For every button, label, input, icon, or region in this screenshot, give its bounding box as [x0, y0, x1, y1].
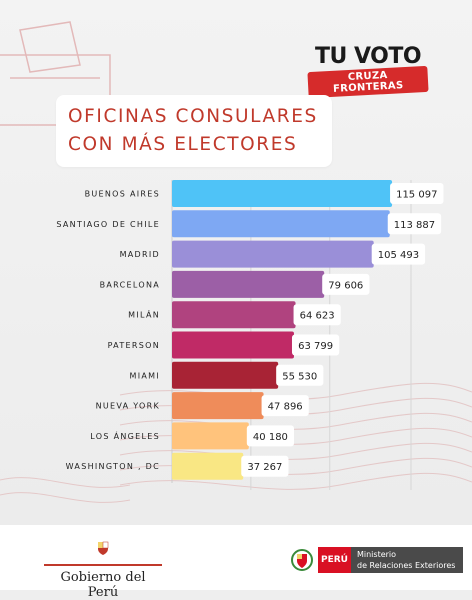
value-label: 47 896	[268, 402, 303, 413]
bar	[172, 331, 294, 359]
bar	[172, 392, 264, 420]
gov-text: Gobierno del Perú	[60, 569, 146, 600]
value-label-box	[241, 455, 289, 477]
bar-chart: BUENOS AIRES 115 097 SANTIAGO DE CHILE 113 …	[56, 180, 444, 490]
chart-title: OFICINAS CONSULARES CON MÁS ELECTORES	[56, 95, 332, 167]
peru-shield-icon	[98, 541, 109, 555]
value-label: 40 180	[253, 432, 288, 443]
category-label: MILÁN	[128, 309, 160, 320]
value-label-box	[261, 395, 309, 417]
peru-label: PERÚ	[318, 547, 351, 573]
value-label: 105 493	[378, 250, 419, 261]
value-label-box	[246, 425, 295, 447]
category-label: BUENOS AIRES	[85, 190, 160, 199]
value-label-box	[387, 213, 442, 235]
gov-divider	[44, 564, 162, 566]
tu-voto-logo: TU VOTO CRUZA FRONTERAS	[307, 44, 429, 99]
brand-line2: CRUZA FRONTERAS	[307, 65, 429, 99]
value-label-box	[293, 304, 341, 326]
bar	[172, 422, 249, 450]
category-label: WASHINGTON , DC	[66, 462, 160, 471]
value-label: 79 606	[328, 280, 363, 291]
category-label: NUEVA YORK	[96, 402, 160, 411]
gobierno-del-peru-logo: Gobierno del Perú	[44, 541, 162, 600]
brand-line1: TU VOTO	[314, 44, 422, 69]
value-label-box	[371, 243, 426, 265]
title-line1: OFICINAS CONSULARES	[68, 106, 318, 127]
value-label: 64 623	[300, 311, 335, 322]
bar	[172, 301, 296, 329]
ballot-box-icon	[0, 21, 111, 126]
value-label: 37 267	[247, 462, 282, 473]
ministry-line1: Ministerio	[356, 550, 397, 559]
value-label: 55 530	[282, 371, 317, 382]
category-label: MADRID	[120, 250, 160, 259]
value-label-box	[291, 334, 340, 356]
bar	[172, 180, 393, 207]
category-label: BARCELONA	[100, 280, 160, 289]
category-label: LOS ÁNGELES	[90, 430, 160, 441]
ministry-line2: de Relaciones Exteriores	[356, 561, 456, 570]
ministerio-logo: PERÚ Ministerio de Relaciones Exteriores	[290, 545, 463, 575]
bar	[172, 210, 390, 238]
value-label-box	[322, 273, 370, 295]
category-label: MIAMI	[130, 371, 161, 380]
bar	[172, 240, 374, 268]
peru-coat-of-arms-icon	[291, 549, 313, 571]
category-label: PATERSON	[108, 341, 160, 350]
title-line2: CON MÁS ELECTORES	[68, 134, 298, 155]
value-label: 115 097	[396, 190, 437, 201]
value-label: 113 887	[394, 220, 435, 231]
bar	[172, 361, 279, 389]
value-label-box	[276, 364, 324, 386]
category-label: SANTIAGO DE CHILE	[56, 220, 160, 229]
bar	[172, 270, 325, 298]
bar	[172, 452, 244, 480]
value-label: 63 799	[298, 341, 333, 352]
ministry-name: Ministerio de Relaciones Exteriores	[350, 547, 463, 573]
value-label-box	[390, 183, 444, 204]
